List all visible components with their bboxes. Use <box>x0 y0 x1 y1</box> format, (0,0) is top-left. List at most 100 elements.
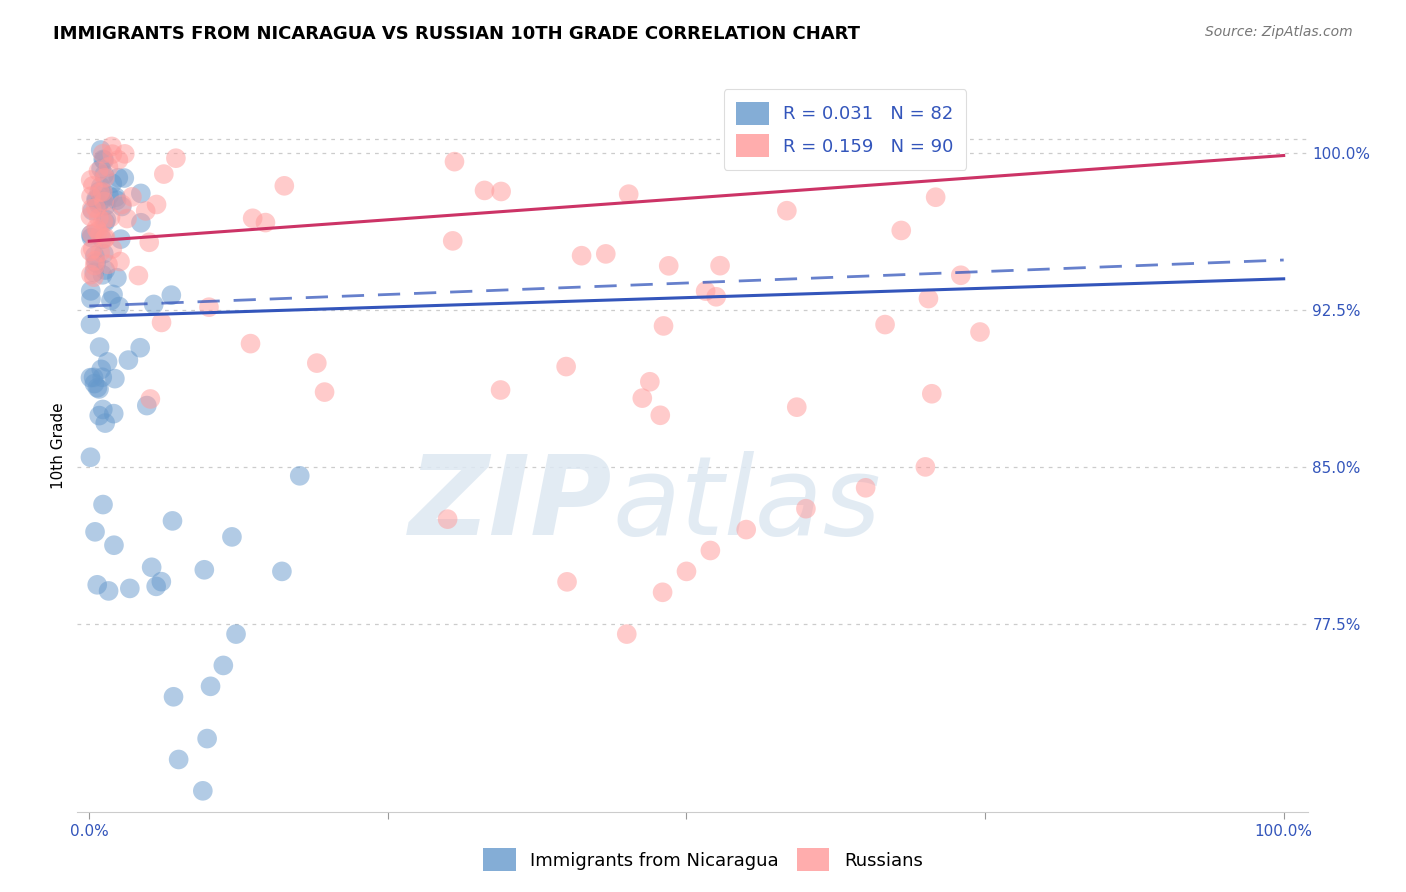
Point <box>80 173 103 187</box>
Point <box>111 199 134 213</box>
Point <box>90 194 112 208</box>
Point <box>855 481 877 495</box>
Point <box>97 583 120 598</box>
Point <box>94 198 117 212</box>
Point <box>94 416 117 430</box>
Point <box>695 284 717 298</box>
Point <box>93 153 115 168</box>
Point <box>127 268 149 283</box>
Point <box>84 192 107 206</box>
Point <box>890 223 912 237</box>
Point <box>167 752 190 766</box>
Point <box>91 214 114 228</box>
Point <box>91 153 114 167</box>
Point <box>79 450 101 465</box>
Point <box>153 167 176 181</box>
Point <box>651 585 673 599</box>
Point <box>89 340 111 354</box>
Point <box>699 543 721 558</box>
Point <box>107 153 129 167</box>
Point <box>638 375 661 389</box>
Point <box>83 370 105 384</box>
Point <box>84 256 107 270</box>
Point <box>112 171 135 186</box>
Point <box>776 203 799 218</box>
Point <box>616 627 638 641</box>
Point <box>914 459 936 474</box>
Point <box>82 242 104 256</box>
Point <box>129 216 152 230</box>
Point <box>86 578 108 592</box>
Point <box>142 297 165 311</box>
Point <box>80 227 103 241</box>
Point <box>89 185 111 199</box>
Point <box>675 565 697 579</box>
Point <box>105 194 128 208</box>
Point <box>93 194 115 209</box>
Point <box>79 370 101 384</box>
Point <box>94 170 117 185</box>
Point <box>96 355 118 369</box>
Point <box>129 186 152 201</box>
Point <box>617 187 640 202</box>
Point <box>91 268 114 282</box>
Point <box>84 253 107 268</box>
Point <box>83 259 105 273</box>
Point <box>921 386 943 401</box>
Point <box>150 574 173 589</box>
Point <box>91 185 114 199</box>
Point <box>82 203 104 218</box>
Point <box>571 249 593 263</box>
Point <box>273 178 295 193</box>
Point <box>225 627 247 641</box>
Point <box>139 392 162 406</box>
Point <box>83 249 105 263</box>
Point <box>91 498 114 512</box>
Point <box>108 254 131 268</box>
Point <box>305 356 328 370</box>
Point <box>555 574 578 589</box>
Point <box>91 402 114 417</box>
Point <box>111 197 134 211</box>
Point <box>165 151 187 165</box>
Point <box>162 514 184 528</box>
Point <box>84 524 107 539</box>
Point <box>80 230 103 244</box>
Point <box>735 523 758 537</box>
Point <box>652 318 675 333</box>
Point <box>90 362 112 376</box>
Point <box>87 197 110 211</box>
Point <box>650 409 672 423</box>
Point <box>162 690 184 704</box>
Point <box>103 538 125 552</box>
Point <box>873 318 896 332</box>
Point <box>103 407 125 421</box>
Point <box>658 259 681 273</box>
Point <box>80 292 103 306</box>
Point <box>242 211 264 226</box>
Point <box>141 560 163 574</box>
Point <box>949 268 972 283</box>
Text: atlas: atlas <box>613 451 882 558</box>
Point <box>82 178 104 193</box>
Point <box>93 168 115 182</box>
Point <box>191 784 214 798</box>
Point <box>221 530 243 544</box>
Point <box>917 292 939 306</box>
Point <box>271 565 294 579</box>
Point <box>89 245 111 260</box>
Point <box>794 501 817 516</box>
Point <box>443 154 465 169</box>
Point <box>94 230 117 244</box>
Point <box>80 189 103 203</box>
Point <box>145 197 167 211</box>
Point <box>90 143 112 157</box>
Point <box>91 370 114 384</box>
Point <box>969 325 991 339</box>
Point <box>107 170 129 185</box>
Point <box>87 211 110 226</box>
Point <box>150 315 173 329</box>
Point <box>96 212 118 227</box>
Point <box>114 146 136 161</box>
Point <box>704 290 727 304</box>
